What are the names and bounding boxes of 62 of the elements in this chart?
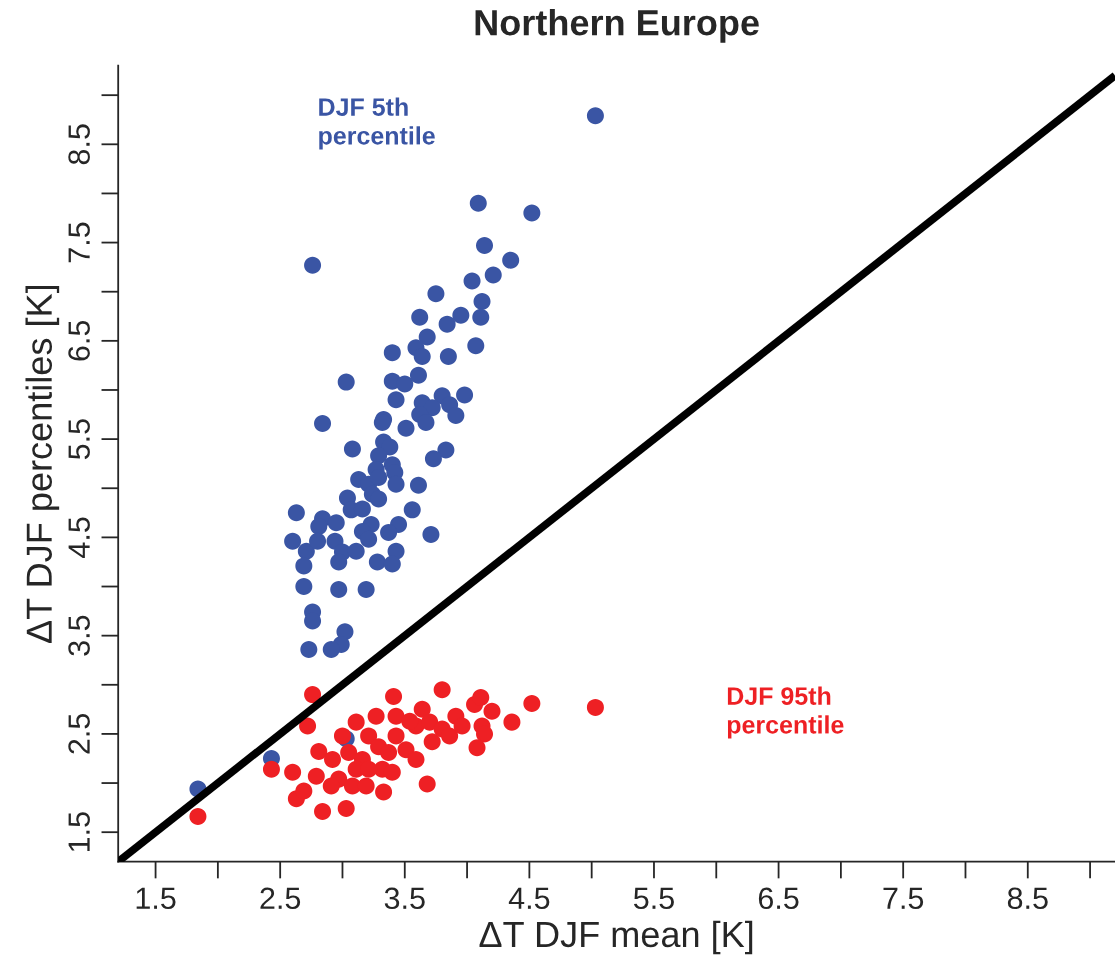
point	[337, 800, 355, 818]
point	[383, 763, 401, 781]
point	[453, 717, 471, 735]
x-axis-title: ΔT DJF mean [K]	[479, 920, 753, 955]
point	[314, 803, 332, 821]
point	[189, 807, 207, 825]
point	[468, 739, 486, 757]
point	[367, 707, 385, 725]
point	[360, 760, 378, 778]
chart-title: Northern Europe	[475, 8, 759, 43]
point	[333, 727, 351, 745]
point	[483, 702, 501, 720]
point	[413, 700, 431, 718]
y-tick-label: 4.5	[68, 517, 90, 558]
x-tick-label: 1.5	[136, 887, 176, 910]
point	[433, 681, 451, 699]
y-tick-label: 1.5	[68, 812, 90, 852]
text: DJF 5th percentile	[319, 97, 435, 150]
y-tick-label: 2.5	[68, 713, 90, 754]
point	[304, 686, 322, 704]
point	[380, 744, 398, 762]
x-tick-label: 7.5	[883, 887, 924, 910]
y-tick-label: 6.5	[68, 320, 90, 361]
point	[295, 782, 313, 800]
x-tick-label: 5.5	[633, 887, 674, 910]
point	[347, 713, 365, 731]
point	[310, 743, 328, 761]
point	[503, 713, 521, 731]
point	[441, 727, 459, 745]
point	[375, 783, 393, 801]
point	[284, 763, 302, 781]
x-tick-label: 4.5	[508, 887, 550, 910]
point	[423, 733, 441, 751]
point	[421, 713, 439, 731]
point	[385, 688, 403, 706]
point	[401, 712, 419, 730]
x-tick-label: 8.5	[1007, 887, 1048, 910]
point	[418, 775, 436, 793]
x-tick-label: 3.5	[384, 887, 425, 910]
point	[299, 717, 317, 735]
point	[407, 750, 425, 768]
x-tick-label: 2.5	[260, 887, 301, 910]
point	[307, 767, 325, 785]
point	[360, 727, 378, 745]
y-tick-label: 3.5	[68, 615, 90, 656]
point	[340, 744, 358, 762]
y-tick-label: 8.5	[68, 124, 90, 165]
point	[586, 698, 604, 716]
point	[387, 727, 405, 745]
y-tick-label: 5.5	[68, 419, 90, 460]
point	[523, 694, 541, 712]
x-tick-label: 6.5	[758, 887, 799, 910]
point	[357, 777, 375, 795]
point	[387, 707, 405, 725]
point	[262, 760, 280, 778]
point	[324, 750, 342, 768]
point	[476, 725, 494, 743]
point	[472, 689, 490, 707]
text: DJF 95th percentile	[727, 686, 844, 739]
point	[322, 777, 340, 795]
y-tick-label: 7.5	[68, 222, 90, 263]
y-axis-title: ΔT DJF percentiles [K]	[25, 285, 60, 643]
